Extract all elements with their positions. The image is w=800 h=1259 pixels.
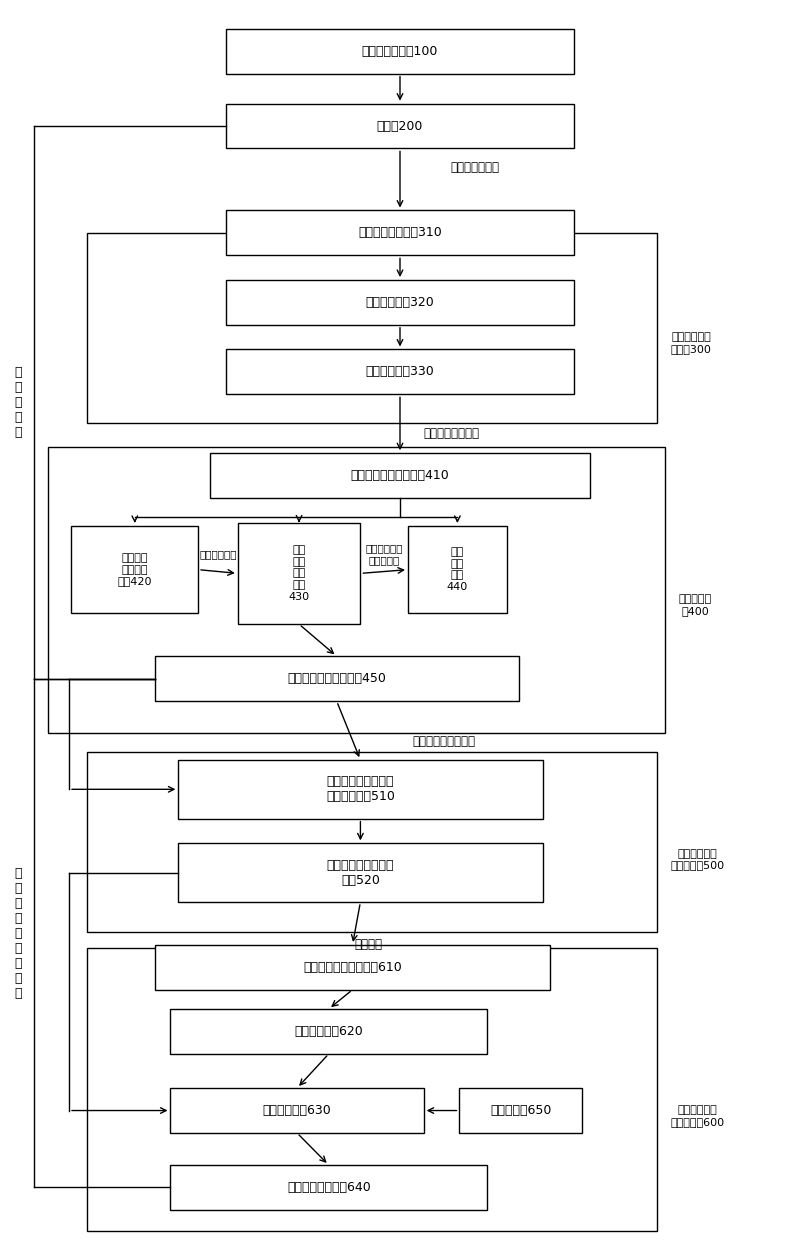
Text: 三维建模模
块400: 三维建模模 块400 xyxy=(678,594,712,616)
Text: 手术模拟模块630: 手术模拟模块630 xyxy=(262,1104,331,1117)
FancyBboxPatch shape xyxy=(210,453,590,499)
Text: 处理后的医学图像: 处理后的医学图像 xyxy=(423,427,479,441)
FancyBboxPatch shape xyxy=(178,760,542,818)
Text: 血管
结构
建模
模块
430: 血管 结构 建模 模块 430 xyxy=(289,545,310,602)
Text: 方案设计模拟
及分析模块600: 方案设计模拟 及分析模块600 xyxy=(670,1105,725,1127)
FancyBboxPatch shape xyxy=(178,844,542,903)
Text: 三维建模数据导入模块410: 三维建模数据导入模块410 xyxy=(350,470,450,482)
FancyBboxPatch shape xyxy=(226,350,574,394)
FancyBboxPatch shape xyxy=(459,1088,582,1133)
Text: 方案设计数据导入模块610: 方案设计数据导入模块610 xyxy=(303,961,402,973)
Text: 对象的医学图像: 对象的医学图像 xyxy=(450,161,500,174)
Text: 数据库建立模块100: 数据库建立模块100 xyxy=(362,45,438,58)
Text: 力反馈装置650: 力反馈装置650 xyxy=(490,1104,551,1117)
FancyBboxPatch shape xyxy=(170,1088,424,1133)
FancyBboxPatch shape xyxy=(226,210,574,256)
Text: 肝脏
分段
模块
440: 肝脏 分段 模块 440 xyxy=(446,548,468,592)
Text: 腹部相关
组织分割
模块420: 腹部相关 组织分割 模块420 xyxy=(118,553,152,587)
FancyBboxPatch shape xyxy=(226,29,574,73)
FancyBboxPatch shape xyxy=(154,944,550,990)
FancyBboxPatch shape xyxy=(170,1008,487,1054)
Text: 对
象
的
资
料: 对 象 的 资 料 xyxy=(14,366,22,439)
Text: 模拟前综合风险分析
模块520: 模拟前综合风险分析 模块520 xyxy=(326,859,394,886)
Text: 对象的腹部三维模型: 对象的腹部三维模型 xyxy=(412,735,475,748)
Text: 分析结果: 分析结果 xyxy=(354,938,382,952)
Text: 配准数据导入模块310: 配准数据导入模块310 xyxy=(358,227,442,239)
FancyBboxPatch shape xyxy=(170,1165,487,1210)
Text: 三维融合模块330: 三维融合模块330 xyxy=(366,365,434,379)
FancyBboxPatch shape xyxy=(71,526,198,613)
FancyBboxPatch shape xyxy=(238,522,361,624)
Text: 腹部三维模型建立模块450: 腹部三维模型建立模块450 xyxy=(287,672,386,685)
Text: 模拟前综合风
险分析模块500: 模拟前综合风 险分析模块500 xyxy=(670,849,725,870)
Text: 对
象
的
腹
部
三
维
模
型: 对 象 的 腹 部 三 维 模 型 xyxy=(14,866,22,1000)
Text: 模拟前综合风险分析
数据导入模块510: 模拟前综合风险分析 数据导入模块510 xyxy=(326,776,395,803)
Text: 血管结构数据: 血管结构数据 xyxy=(199,549,237,559)
FancyBboxPatch shape xyxy=(408,526,507,613)
Text: 肝门静脉模型
的分支走向: 肝门静脉模型 的分支走向 xyxy=(366,543,403,565)
Text: 三维配准模块320: 三维配准模块320 xyxy=(366,296,434,308)
FancyBboxPatch shape xyxy=(154,656,518,701)
Text: 三维配准和融
合模块300: 三维配准和融 合模块300 xyxy=(670,332,712,354)
FancyBboxPatch shape xyxy=(226,103,574,149)
Text: 数据库200: 数据库200 xyxy=(377,120,423,132)
FancyBboxPatch shape xyxy=(226,279,574,325)
Text: 方案设计模块620: 方案设计模块620 xyxy=(294,1025,363,1037)
Text: 模拟结果分析模块640: 模拟结果分析模块640 xyxy=(287,1181,370,1194)
